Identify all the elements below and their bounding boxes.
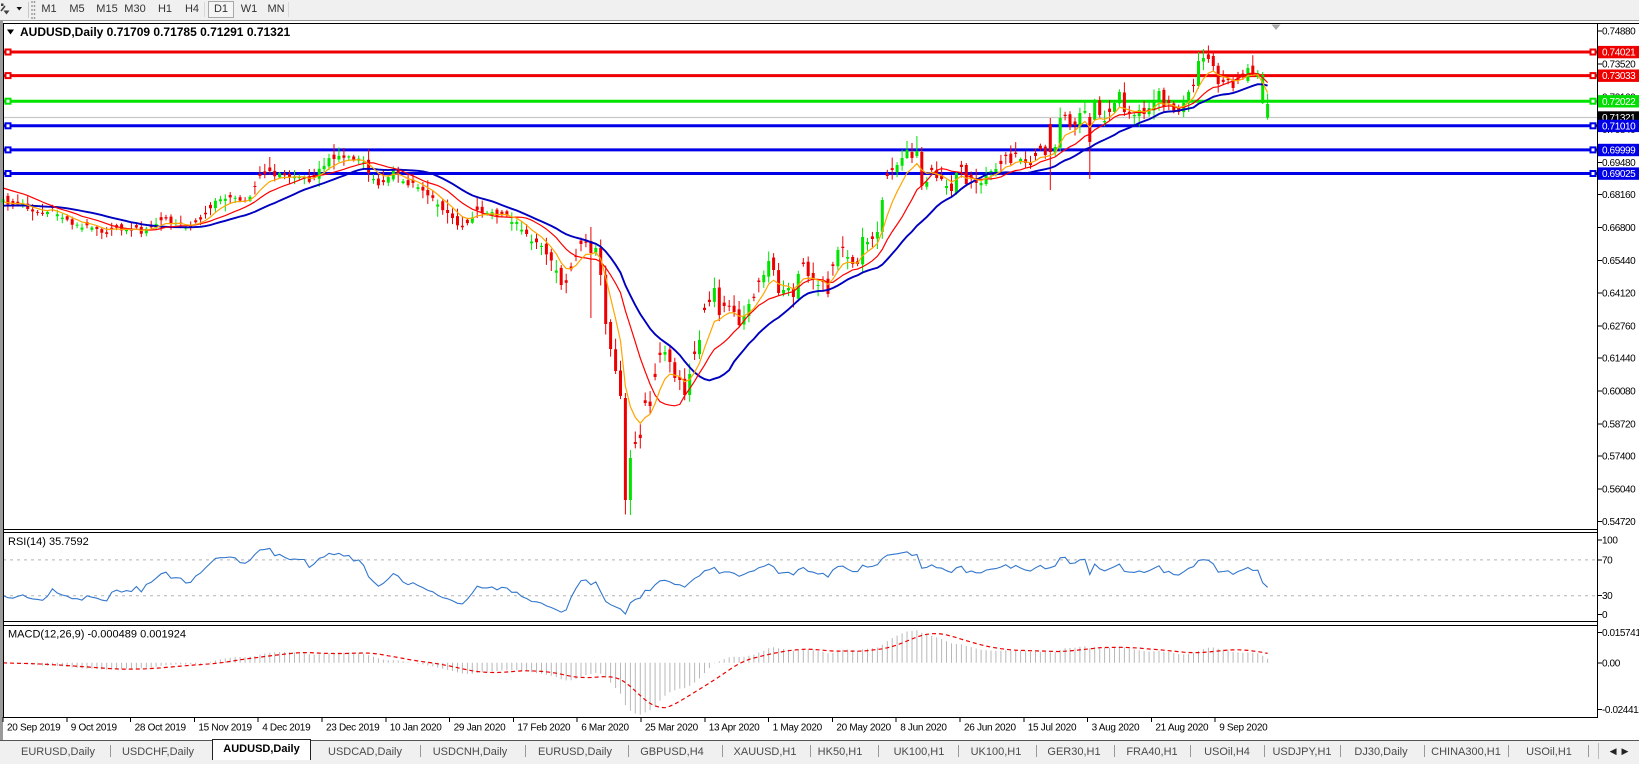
svg-text:0.73033: 0.73033: [1602, 71, 1636, 82]
svg-text:21 Aug 2020: 21 Aug 2020: [1155, 723, 1209, 734]
svg-text:6 Mar 2020: 6 Mar 2020: [581, 723, 629, 734]
svg-text:0.73520: 0.73520: [1602, 60, 1636, 71]
svg-text:17 Feb 2020: 17 Feb 2020: [517, 723, 571, 734]
svg-text:20 May 2020: 20 May 2020: [836, 723, 891, 734]
svg-text:0.69999: 0.69999: [1602, 146, 1636, 157]
svg-text:0.60080: 0.60080: [1602, 387, 1636, 398]
svg-text:15 Jul 2020: 15 Jul 2020: [1028, 723, 1077, 734]
svg-text:0.00: 0.00: [1602, 658, 1621, 669]
svg-text:26 Jun 2020: 26 Jun 2020: [964, 723, 1016, 734]
svg-text:15 Nov 2019: 15 Nov 2019: [198, 723, 252, 734]
svg-text:0.57400: 0.57400: [1602, 452, 1636, 463]
svg-text:0.58720: 0.58720: [1602, 420, 1636, 431]
svg-text:29 Jan 2020: 29 Jan 2020: [454, 723, 506, 734]
svg-text:25 Mar 2020: 25 Mar 2020: [645, 723, 699, 734]
svg-text:9 Sep 2020: 9 Sep 2020: [1219, 723, 1268, 734]
svg-text:20 Sep 2019: 20 Sep 2019: [7, 723, 61, 734]
svg-text:RSI(14) 35.7592: RSI(14) 35.7592: [8, 536, 89, 548]
svg-text:0.71321: 0.71321: [1602, 113, 1636, 124]
svg-text:70: 70: [1602, 555, 1613, 566]
svg-text:10 Jan 2020: 10 Jan 2020: [390, 723, 442, 734]
svg-text:0.68160: 0.68160: [1602, 190, 1636, 201]
svg-text:MACD(12,26,9) -0.000489 0.0019: MACD(12,26,9) -0.000489 0.001924: [8, 629, 186, 641]
svg-text:0.72022: 0.72022: [1602, 97, 1636, 108]
svg-text:0.62760: 0.62760: [1602, 321, 1636, 332]
svg-text:0: 0: [1602, 610, 1608, 621]
svg-text:1 May 2020: 1 May 2020: [773, 723, 823, 734]
svg-text:0.54720: 0.54720: [1602, 517, 1636, 528]
svg-text:23 Dec 2019: 23 Dec 2019: [326, 723, 380, 734]
svg-text:0.65440: 0.65440: [1602, 256, 1636, 267]
svg-text:0.74021: 0.74021: [1602, 48, 1636, 59]
svg-text:13 Apr 2020: 13 Apr 2020: [709, 723, 760, 734]
svg-text:0.61440: 0.61440: [1602, 353, 1636, 364]
svg-text:28 Oct 2019: 28 Oct 2019: [135, 723, 187, 734]
svg-text:0.66800: 0.66800: [1602, 223, 1636, 234]
svg-text:8 Jun 2020: 8 Jun 2020: [900, 723, 947, 734]
svg-text:0.015741: 0.015741: [1602, 628, 1639, 639]
svg-text:0.69025: 0.69025: [1602, 169, 1636, 180]
svg-text:AUDUSD,Daily 0.71709 0.71785: AUDUSD,Daily 0.71709 0.71785 0.71291 0.7…: [20, 25, 291, 39]
svg-text:0.69480: 0.69480: [1602, 158, 1636, 169]
svg-text:3 Aug 2020: 3 Aug 2020: [1092, 723, 1140, 734]
svg-text:0.64120: 0.64120: [1602, 288, 1636, 299]
svg-text:0.71010: 0.71010: [1602, 121, 1636, 132]
svg-text:9 Oct 2019: 9 Oct 2019: [71, 723, 118, 734]
svg-text:0.74880: 0.74880: [1602, 27, 1636, 38]
svg-text:30: 30: [1602, 591, 1613, 602]
svg-text:0.56040: 0.56040: [1602, 485, 1636, 496]
svg-text:4 Dec 2019: 4 Dec 2019: [262, 723, 311, 734]
svg-text:100: 100: [1602, 535, 1618, 546]
